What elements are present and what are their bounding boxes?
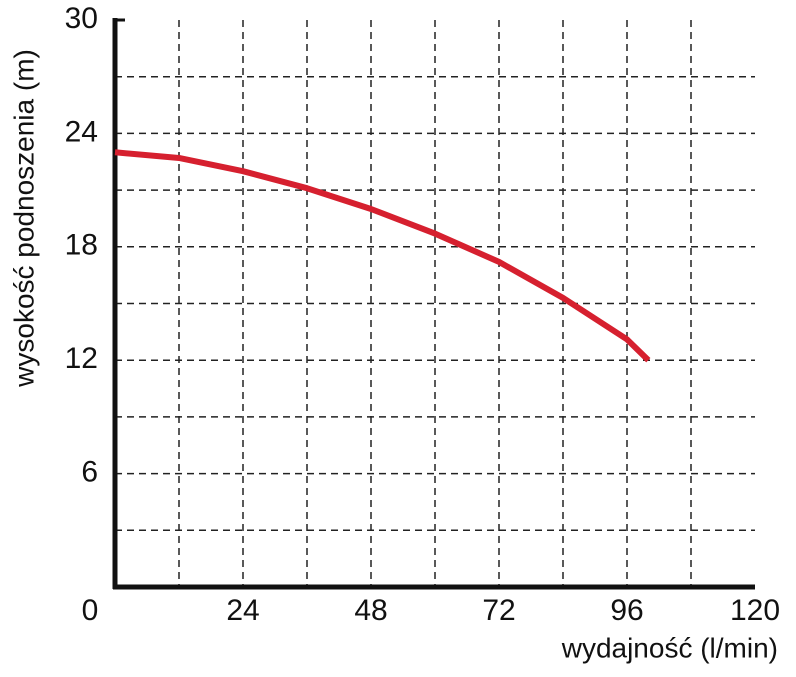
curve	[114, 149, 651, 363]
y-tick-label: 6	[81, 456, 98, 489]
y-tick-label: 30	[65, 2, 98, 35]
x-tick-label: 72	[482, 594, 515, 627]
x-axis-label: wydajność (l/min)	[561, 632, 778, 663]
y-tick-label: 12	[65, 342, 98, 375]
x-tick-label: 0	[82, 594, 99, 627]
x-tick-label: 48	[354, 594, 387, 627]
x-tick-label: 120	[730, 594, 780, 627]
y-tick-label: 18	[65, 229, 98, 262]
x-tick-label: 96	[610, 594, 643, 627]
y-tick-label: 24	[65, 115, 98, 148]
x-tick-label: 24	[226, 594, 259, 627]
y-axis-label: wysokość podnoszenia (m)	[8, 49, 39, 388]
